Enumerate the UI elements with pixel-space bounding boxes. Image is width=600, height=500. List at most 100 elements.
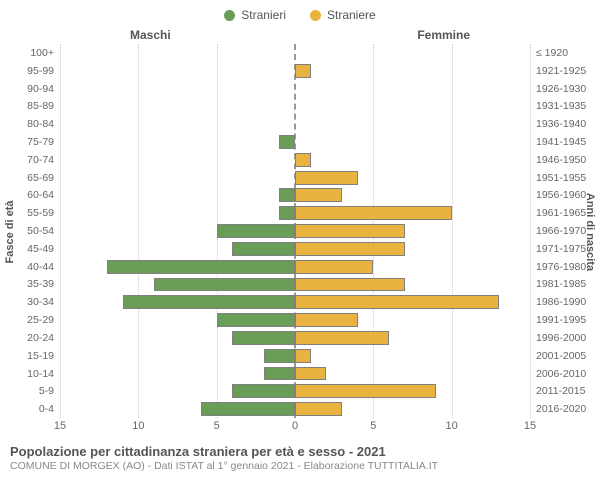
- birth-label: 1986-1990: [530, 296, 586, 308]
- age-label: 55-59: [27, 207, 60, 219]
- birth-label: 2016-2020: [530, 403, 586, 415]
- bar-female: [295, 206, 452, 220]
- bar-male: [264, 367, 295, 381]
- pyramid-row: 70-741946-1950: [60, 151, 530, 169]
- bar-male: [123, 295, 295, 309]
- age-label: 40-44: [27, 261, 60, 273]
- bar-male: [232, 331, 295, 345]
- birth-label: 1971-1975: [530, 243, 586, 255]
- birth-label: 2006-2010: [530, 368, 586, 380]
- pyramid-row: 15-192001-2005: [60, 347, 530, 365]
- pyramid-row: 65-691951-1955: [60, 169, 530, 187]
- legend-swatch-male: [224, 10, 235, 21]
- bar-male: [279, 206, 295, 220]
- age-label: 35-39: [27, 278, 60, 290]
- x-tick: 15: [54, 420, 66, 432]
- pyramid-row: 20-241996-2000: [60, 329, 530, 347]
- birth-label: 1931-1935: [530, 100, 586, 112]
- pyramid-row: 45-491971-1975: [60, 240, 530, 258]
- legend-label-male: Stranieri: [241, 8, 286, 22]
- pyramid-row: 75-791941-1945: [60, 133, 530, 151]
- x-tick: 10: [132, 420, 144, 432]
- bar-female: [295, 278, 405, 292]
- legend-swatch-female: [310, 10, 321, 21]
- bar-female: [295, 384, 436, 398]
- pyramid-row: 35-391981-1985: [60, 276, 530, 294]
- bar-female: [295, 188, 342, 202]
- birth-label: 1941-1945: [530, 136, 586, 148]
- bar-female: [295, 171, 358, 185]
- bar-female: [295, 295, 499, 309]
- age-label: 30-34: [27, 296, 60, 308]
- age-label: 10-14: [27, 368, 60, 380]
- bar-female: [295, 402, 342, 416]
- birth-label: 1921-1925: [530, 65, 586, 77]
- legend-item-female: Straniere: [310, 8, 376, 22]
- plot-area: 100+≤ 192095-991921-192590-941926-193085…: [60, 44, 530, 418]
- birth-label: 1966-1970: [530, 225, 586, 237]
- bar-male: [279, 135, 295, 149]
- age-label: 95-99: [27, 65, 60, 77]
- y-axis-title-left: Fasce di età: [4, 201, 16, 264]
- legend-label-female: Straniere: [327, 8, 376, 22]
- pyramid-row: 5-92011-2015: [60, 382, 530, 400]
- bar-male: [201, 402, 295, 416]
- age-label: 60-64: [27, 189, 60, 201]
- x-tick: 5: [370, 420, 376, 432]
- legend: Stranieri Straniere: [0, 0, 600, 22]
- bar-male: [154, 278, 295, 292]
- age-label: 25-29: [27, 314, 60, 326]
- age-label: 0-4: [39, 403, 60, 415]
- age-label: 75-79: [27, 136, 60, 148]
- bar-male: [217, 224, 295, 238]
- birth-label: 1991-1995: [530, 314, 586, 326]
- birth-label: 1981-1985: [530, 278, 586, 290]
- bar-male: [264, 349, 295, 363]
- bar-female: [295, 153, 311, 167]
- birth-label: 1956-1960: [530, 189, 586, 201]
- pyramid-row: 80-841936-1940: [60, 115, 530, 133]
- bar-female: [295, 349, 311, 363]
- x-tick: 15: [524, 420, 536, 432]
- pyramid-row: 30-341986-1990: [60, 293, 530, 311]
- age-label: 15-19: [27, 350, 60, 362]
- bar-female: [295, 331, 389, 345]
- column-header-female: Femmine: [417, 28, 470, 42]
- x-axis: 15105051015: [60, 420, 530, 438]
- age-label: 90-94: [27, 83, 60, 95]
- bar-female: [295, 64, 311, 78]
- bar-female: [295, 242, 405, 256]
- x-tick: 0: [292, 420, 298, 432]
- pyramid-row: 50-541966-1970: [60, 222, 530, 240]
- chart: Maschi Femmine Fasce di età Anni di nasc…: [0, 22, 600, 442]
- pyramid-row: 40-441976-1980: [60, 258, 530, 276]
- age-label: 65-69: [27, 172, 60, 184]
- age-label: 80-84: [27, 118, 60, 130]
- legend-item-male: Stranieri: [224, 8, 286, 22]
- age-label: 5-9: [39, 385, 60, 397]
- birth-label: 2011-2015: [530, 385, 585, 397]
- pyramid-row: 10-142006-2010: [60, 365, 530, 383]
- birth-label: 1946-1950: [530, 154, 586, 166]
- chart-title: Popolazione per cittadinanza straniera p…: [10, 444, 590, 459]
- bar-female: [295, 260, 373, 274]
- bar-male: [232, 242, 295, 256]
- bar-male: [279, 188, 295, 202]
- age-label: 100+: [30, 47, 60, 59]
- column-header-male: Maschi: [130, 28, 171, 42]
- birth-label: 2001-2005: [530, 350, 586, 362]
- chart-subtitle: COMUNE DI MORGEX (AO) - Dati ISTAT al 1°…: [10, 460, 590, 472]
- pyramid-row: 55-591961-1965: [60, 204, 530, 222]
- pyramid-row: 0-42016-2020: [60, 400, 530, 418]
- pyramid-row: 85-891931-1935: [60, 97, 530, 115]
- bar-male: [232, 384, 295, 398]
- pyramid-row: 90-941926-1930: [60, 80, 530, 98]
- age-label: 70-74: [27, 154, 60, 166]
- age-label: 20-24: [27, 332, 60, 344]
- pyramid-row: 100+≤ 1920: [60, 44, 530, 62]
- birth-label: 1976-1980: [530, 261, 586, 273]
- birth-label: 1951-1955: [530, 172, 586, 184]
- pyramid-row: 25-291991-1995: [60, 311, 530, 329]
- age-label: 45-49: [27, 243, 60, 255]
- age-label: 85-89: [27, 100, 60, 112]
